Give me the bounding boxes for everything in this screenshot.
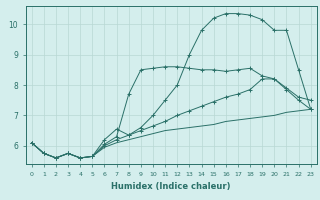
X-axis label: Humidex (Indice chaleur): Humidex (Indice chaleur) [111,182,231,191]
